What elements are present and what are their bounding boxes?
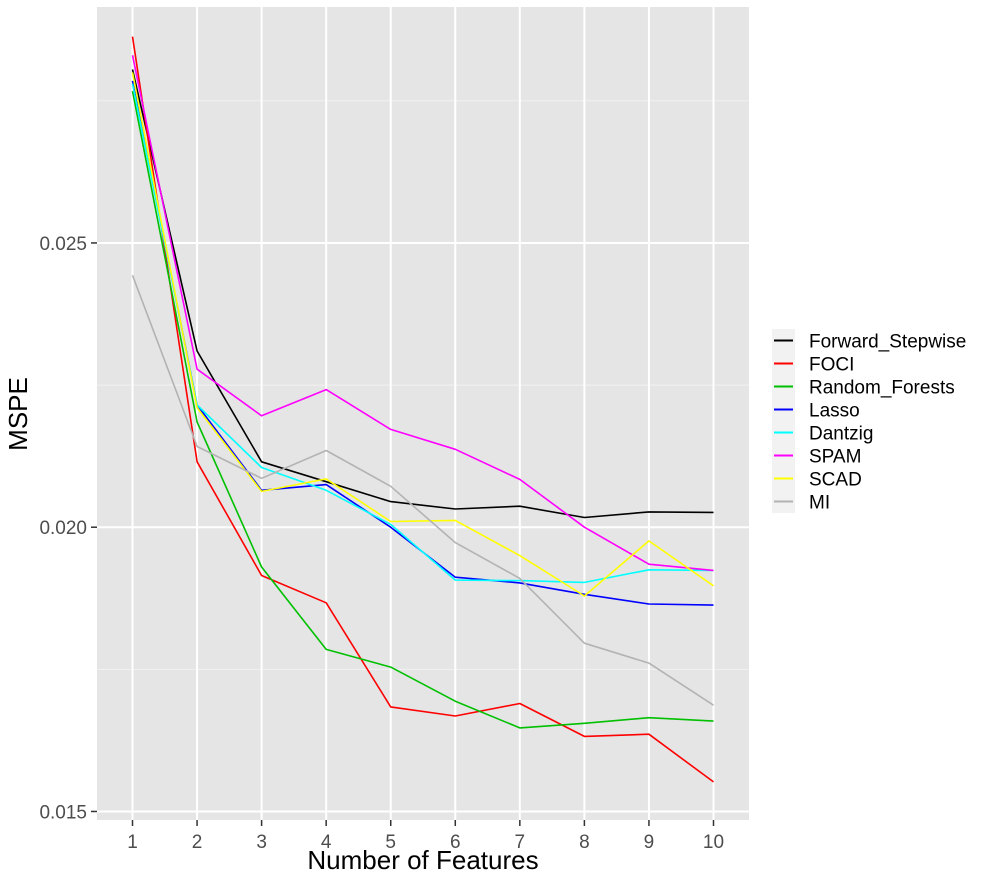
legend-label: Dantzig (809, 424, 873, 445)
x-tick-label: 5 (385, 832, 396, 853)
series-line-random-forests (131, 90, 714, 729)
series-line-spam (131, 55, 714, 572)
y-axis-title: MSPE (3, 377, 33, 451)
x-tick-label: 4 (321, 832, 332, 853)
major-grid (97, 7, 749, 820)
legend-key-scad (772, 467, 795, 490)
x-tick-label: 1 (127, 832, 138, 853)
legend-key-forward-stepwise (772, 329, 795, 352)
x-axis-title: Number of Features (307, 845, 538, 875)
series-line-dantzig (131, 83, 714, 584)
legend-key-mi (772, 490, 795, 513)
legend-key-dantzig (772, 421, 795, 444)
series-line-foci (131, 36, 714, 783)
legend-key-foci (772, 352, 795, 375)
x-tick-label: 7 (515, 832, 526, 853)
x-tick-label: 6 (450, 832, 461, 853)
x-tick-label: 10 (703, 832, 724, 853)
series-line-mi (131, 275, 714, 706)
series-lines (131, 36, 714, 783)
x-tick-labels: 1 2 3 4 5 6 7 8 9 10 (127, 832, 724, 853)
minor-grid (97, 100, 749, 670)
x-tick-label: 3 (256, 832, 267, 853)
legend-key-lasso (772, 398, 795, 421)
x-tick-label: 8 (579, 832, 590, 853)
legend: Forward_StepwiseFOCIRandom_ForestsLassoD… (772, 329, 966, 514)
legend-label: Lasso (809, 401, 860, 422)
x-tick-label: 2 (192, 832, 203, 853)
legend-label: Forward_Stepwise (809, 332, 966, 353)
legend-label: SCAD (809, 470, 862, 491)
legend-key-random-forests (772, 375, 795, 398)
y-tick-label: 0.015 (39, 802, 87, 823)
series-line-scad (131, 72, 714, 597)
legend-label: FOCI (809, 355, 854, 376)
axis-ticks (91, 242, 715, 826)
series-line-forward-stepwise (131, 69, 714, 519)
legend-label: MI (809, 493, 830, 514)
x-tick-label: 9 (644, 832, 655, 853)
legend-label: Random_Forests (809, 378, 955, 399)
y-tick-label: 0.025 (39, 234, 87, 255)
y-tick-labels: 0.015 0.020 0.025 (39, 234, 87, 824)
legend-key-spam (772, 444, 795, 467)
legend-label: SPAM (809, 447, 861, 468)
y-tick-label: 0.020 (39, 518, 87, 539)
